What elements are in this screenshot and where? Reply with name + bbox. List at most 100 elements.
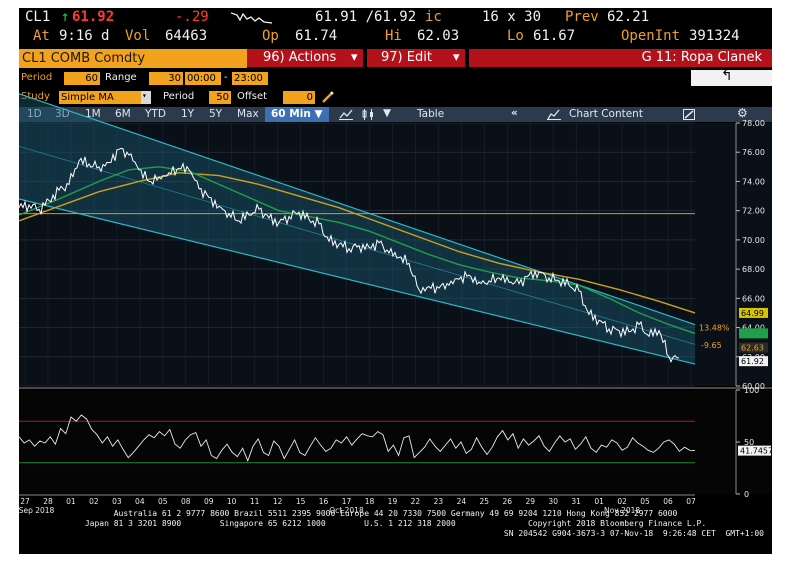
chevron-down-icon: ▾ [351,50,358,65]
price-tick-label: 74.00 [742,177,765,186]
x-tick-label: 24 [457,497,467,506]
rsi-series [19,414,696,462]
period-label: Period [21,72,53,83]
x-tick-label: 29 [525,497,535,506]
open-interest-label: OpenInt [621,28,681,44]
x-tick-label: 25 [480,497,490,506]
rsi-tick-label: 100 [744,386,759,395]
open-label: Op [262,28,279,44]
x-tick-label: 16 [319,497,329,506]
low-price: 61.67 [533,28,576,44]
actions-menu[interactable]: 96) Actions ▾ [247,49,363,67]
price-tick-label: 76.00 [742,148,765,157]
value-label: 63.60 [741,329,764,338]
price-tick-label: 64.00 [742,324,765,333]
price-tick-label: 78.00 [742,119,765,128]
table-button[interactable]: Table [417,108,445,120]
group-label: G 11: Ropa Clanek [641,50,762,65]
range-ytd[interactable]: YTD [145,108,166,120]
x-tick-label: 18 [365,497,375,506]
line-chart-icon[interactable] [339,109,353,120]
time-from-input[interactable]: 00:00 [185,72,221,85]
launchpad-group[interactable]: G 11: Ropa Clanek [469,49,772,67]
x-tick-label: 27 [20,497,30,506]
x-tick-label: 04 [135,497,145,506]
at-suffix: d [101,28,110,44]
moving-average-long [19,171,696,314]
range-6m[interactable]: 6M [115,108,131,120]
interval-label: 60 Min ▼ [271,108,323,120]
x-tick-label: 17 [342,497,352,506]
chart-content-button[interactable]: Chart Content [569,108,643,120]
chevron-down-icon[interactable]: ▼ [383,107,392,119]
bid-ask-size: 16 x 30 [482,9,542,25]
study-controls: Study Simple MA ▾ Period 50 Offset 0 [19,89,772,105]
x-tick-label: 03 [112,497,122,506]
rsi-panel [19,390,772,494]
study-dropdown-button[interactable]: ▾ [141,91,151,104]
channel-lower-line [19,198,696,365]
range-max[interactable]: Max [237,108,259,120]
channel-lower-annotation: -9.65 [701,341,722,350]
pencil-icon[interactable] [321,90,335,104]
x-tick-label: 10 [227,497,237,506]
value-label: 61.92 [741,357,764,366]
range-input[interactable]: 30 [149,72,183,85]
price-chart: 13.48% -9.65 78.00 76.00 74.00 72.00 70.00 68.… [19,93,772,515]
x-tick-label: 05 [640,497,650,506]
range-1d[interactable]: 1D [27,108,42,120]
x-tick-label: 12 [273,497,283,506]
period-input[interactable]: 60 [64,72,100,85]
actions-label: 96) Actions [263,50,337,65]
range-3d[interactable]: 3D [55,108,70,120]
interval-select[interactable]: 60 Min ▼ [265,107,329,122]
range-1y[interactable]: 1Y [181,108,195,120]
range-label: Range [105,72,137,83]
bloomberg-terminal: CL1 ↑ 61.92 -.29 61.91 /61.92 ic 16 x 30… [19,8,772,554]
chevron-down-icon: ▾ [142,91,147,100]
low-label: Lo [507,28,524,44]
study-select[interactable]: Simple MA [59,91,141,104]
x-month-label: Oct 2018 [329,506,364,515]
sparkline-icon [231,12,273,24]
x-tick-label: 30 [548,497,558,506]
footer-line-3: SN 204542 G904-3673-3 07-Nov-18 9:26:48 … [503,529,764,538]
volume: 64463 [165,28,208,44]
x-tick-label: 15 [296,497,306,506]
edit-menu[interactable]: 97) Edit ▾ [367,49,465,67]
candlestick-icon[interactable] [361,109,375,120]
collapse-icon[interactable]: « [511,107,518,119]
price-tick-label: 60.00 [742,382,765,391]
price-tick-label: 70.00 [742,236,765,245]
open-price: 61.74 [295,28,338,44]
edit-chart-icon[interactable] [683,109,695,120]
chart-content-icon[interactable] [547,109,561,120]
value-label: 62.63 [741,344,764,353]
x-tick-label: 26 [503,497,513,506]
range-5y[interactable]: 5Y [209,108,223,120]
x-tick-label: 09 [204,497,214,506]
stats-line: At 9:16 d Vol 64463 Op 61.74 Hi 62.03 Lo… [19,28,772,47]
offset-input[interactable]: 0 [283,91,315,104]
time-to-input[interactable]: 23:00 [232,72,268,85]
price-tick-label: 66.00 [742,294,765,303]
refresh-button[interactable]: ↰ [691,68,772,86]
edit-label: 97) Edit [381,50,432,65]
high-label: Hi [385,28,402,44]
open-interest: 391324 [689,28,740,44]
ticker: CL1 [25,9,51,25]
at-label: At [33,28,50,44]
gear-icon[interactable]: ⚙ [737,106,748,120]
study-period-input[interactable]: 50 [209,91,231,104]
return-arrow-icon: ↰ [721,68,733,84]
range-1m[interactable]: 1M [85,108,101,120]
price-tick-label: 72.00 [742,207,765,216]
x-tick-label: 11 [250,497,260,506]
x-tick-label: 23 [434,497,444,506]
x-month-label: Nov 2018 [604,506,640,515]
x-tick-label: 02 [617,497,627,506]
net-change: -.29 [175,9,209,25]
security-bar: CL1 COMB Comdty 96) Actions ▾ 97) Edit ▾… [19,48,772,68]
x-tick-label: 19 [388,497,398,506]
regression-channel [19,93,695,365]
